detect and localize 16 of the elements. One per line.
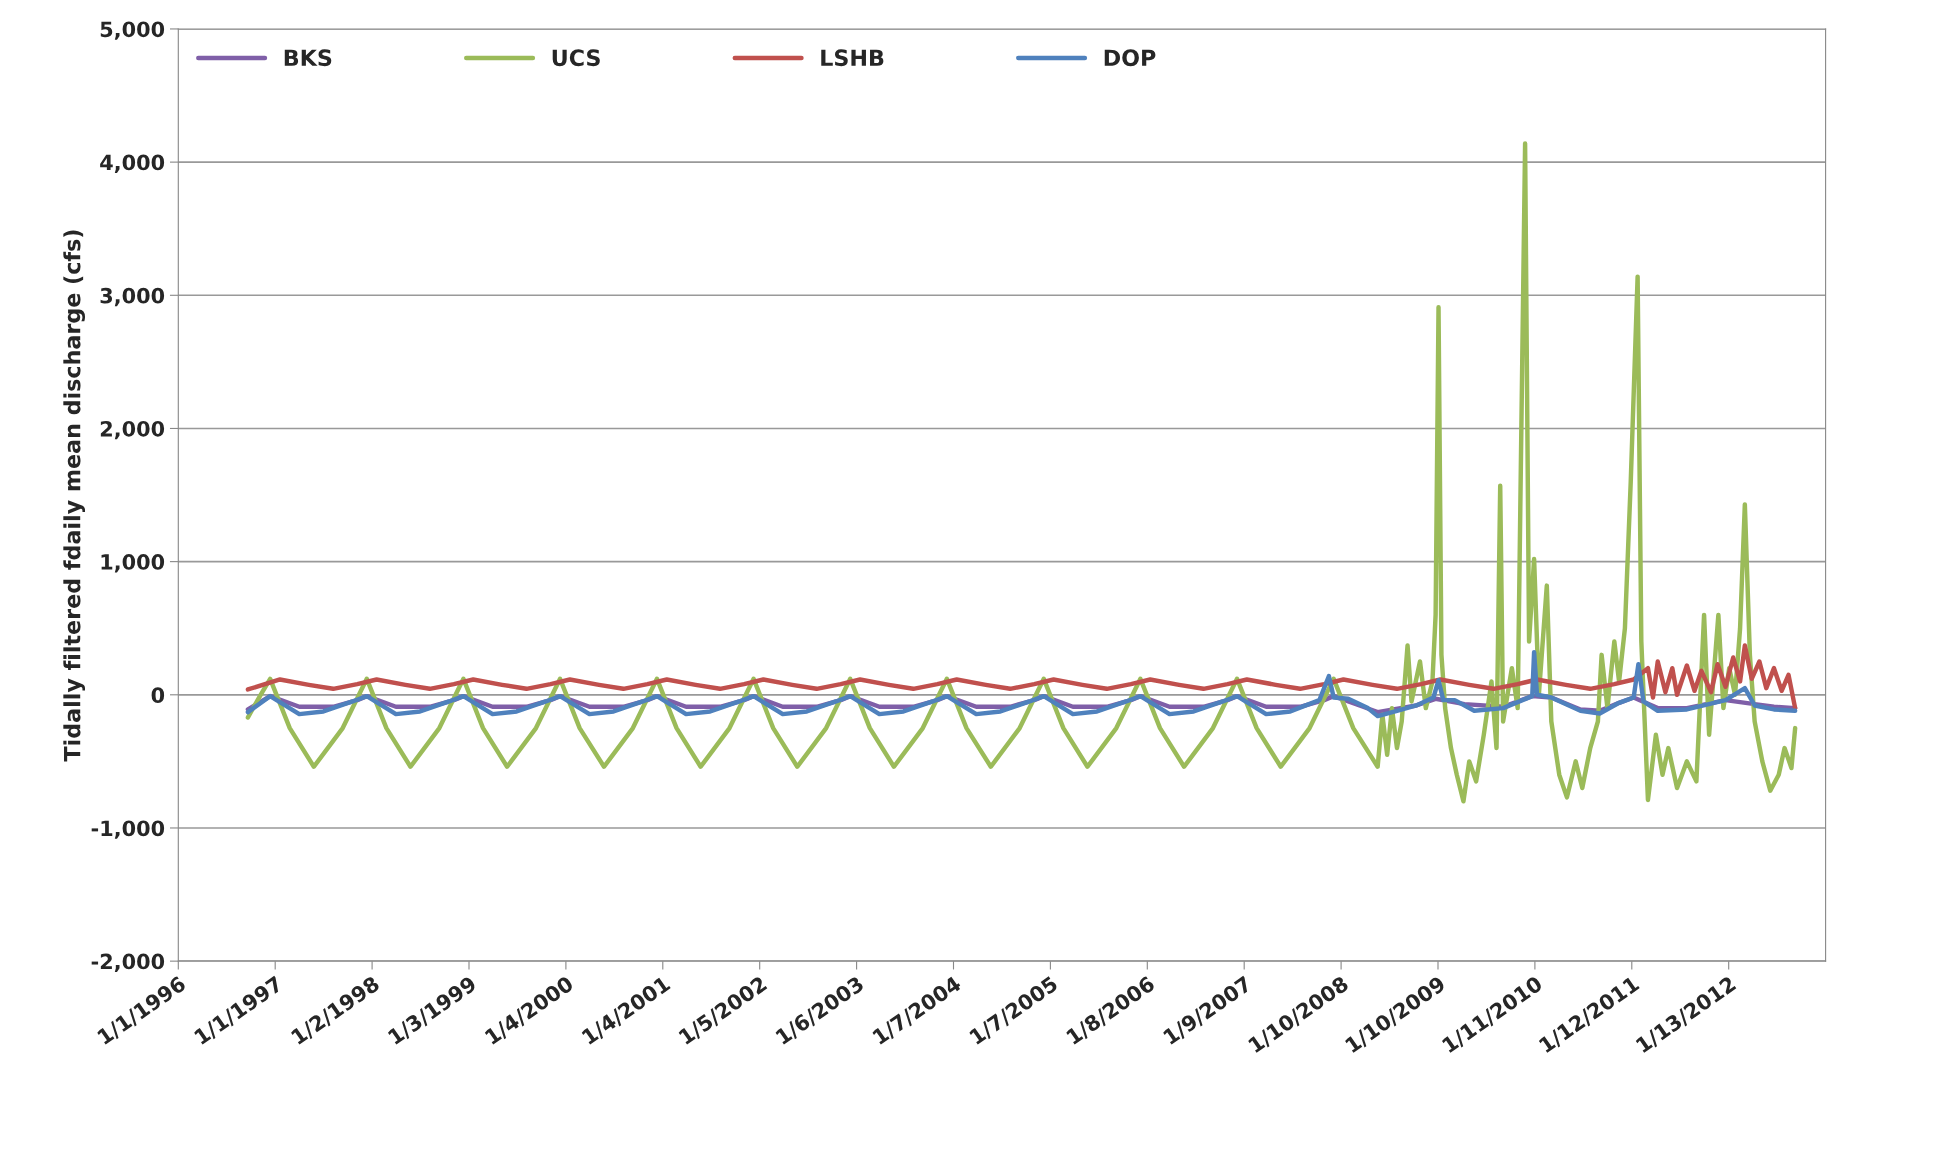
- y-tick-label: 4,000: [100, 154, 165, 173]
- line-series: [245, 643, 1798, 711]
- legend-label: DOP: [1104, 49, 1156, 67]
- legend-label: LSHB: [821, 49, 884, 67]
- y-tick-label: -1,000: [91, 820, 165, 839]
- y-tick-label: 3,000: [100, 287, 165, 307]
- y-axis-title: Tidally filtered fdaily mean discharge (cfs): [63, 230, 86, 762]
- y-tick-label: 2,000: [100, 420, 165, 440]
- legend-label: UCS: [552, 49, 600, 67]
- y-tick-label: 0: [151, 687, 165, 704]
- line-series: [245, 649, 1798, 719]
- y-tick-label: 5,000: [100, 21, 165, 40]
- legend-label: BKS: [284, 49, 332, 67]
- y-tick-label: 1,000: [101, 554, 165, 573]
- line-series: [245, 141, 1798, 804]
- y-tick-label: -2,000: [91, 953, 165, 973]
